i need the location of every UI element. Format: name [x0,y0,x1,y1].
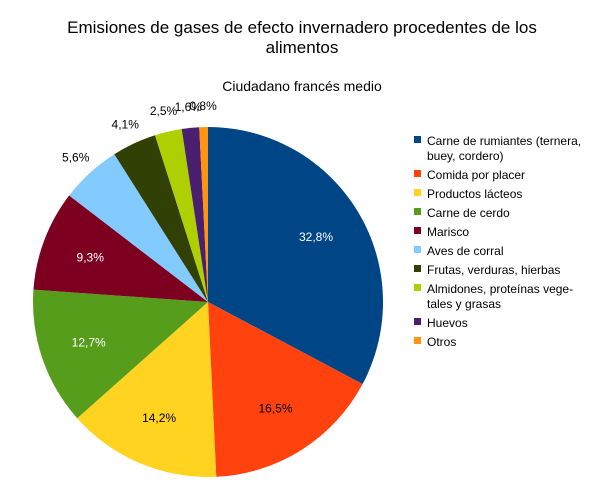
slice-label-5: 9,3% [77,250,105,264]
legend-swatch-7 [414,265,421,272]
legend-swatch-10 [414,337,421,344]
legend-swatch-5 [414,227,421,234]
legend: Carne de rumiantes (ternera,buey, corder… [414,134,581,349]
legend-label-5: Marisco [427,225,469,239]
slice-label-2: 16,5% [258,401,292,415]
chart-subtitle: Ciudadano francés medio [222,78,382,94]
pie-slice-9 [181,127,208,302]
slice-label-8: 2,5% [150,104,178,118]
legend-label-10: Otros [427,335,456,349]
slice-label-1: 32,8% [299,230,333,244]
slice-label-7: 4,1% [112,117,140,131]
slice-labels: 32,8% 16,5% 14,2% 12,7% 9,3% 5,6% 4,1% 2,5%1,6%… [62,99,333,425]
legend-label-6: Aves de corral [427,244,503,258]
slice-label-3: 14,2% [142,411,176,425]
legend-label-8: Almidones, proteínas vege- [427,282,573,296]
legend-swatch-9 [414,318,421,325]
legend-label-4: Carne de cerdo [427,206,510,220]
pie-slices [33,127,384,478]
pie-slice-4 [33,289,209,419]
legend-swatch-6 [414,246,421,253]
legend-swatch-3 [414,189,421,196]
slice-label-4: 12,7% [72,336,106,350]
legend-swatch-4 [414,208,421,215]
slice-label-6: 5,6% [62,150,90,164]
pie-slice-8 [155,128,208,302]
pie-slice-2 [208,302,363,477]
legend-label-3: Productos lácteos [427,187,522,201]
slice-label-10: 0,8% [189,99,217,113]
legend-swatch-1 [414,136,421,143]
legend-swatch-8 [414,284,421,291]
slice-label-9: 1,6% [175,100,203,114]
pie-slice-1 [208,127,384,385]
pie-slice-7 [114,135,208,302]
chart-title-line-1: Emisiones de gases de efecto invernadero… [67,18,537,37]
legend-label-2: Comida por placer [427,168,525,182]
legend-label-7: Frutas, verduras, hierbas [427,263,560,277]
legend-label-9: Huevos [427,316,468,330]
chart-title-line-2: alimentos [266,38,339,57]
pie-slice-3 [77,302,217,478]
legend-swatch-2 [414,170,421,177]
legend-label-8-line-2: tales y grasas [427,297,501,311]
legend-label-1-line-2: buey, cordero) [427,149,503,163]
pie-slice-6 [69,154,209,302]
pie-slice-5 [33,195,208,302]
pie-slice-10 [199,127,208,302]
legend-label-1: Carne de rumiantes (ternera, [427,134,581,148]
